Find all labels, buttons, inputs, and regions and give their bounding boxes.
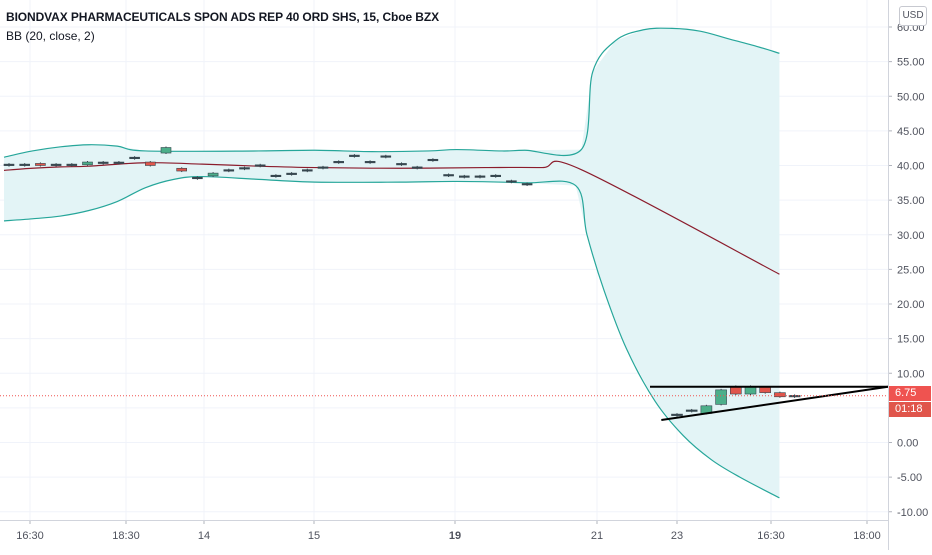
x-tick-label: 19 [449, 530, 461, 542]
y-tick-label: -10.00 [897, 507, 928, 519]
candle-down [490, 174, 502, 177]
candle-down [759, 386, 772, 393]
candle-down [458, 175, 470, 178]
candle-down [270, 174, 282, 177]
candle-down [474, 175, 486, 178]
candle-down [506, 180, 517, 183]
candle-down [521, 183, 533, 186]
x-tick-label: 15 [308, 530, 320, 542]
trendlines[interactable] [650, 385, 889, 421]
x-tick-label: 18:00 [853, 530, 881, 542]
candle-down [113, 161, 125, 164]
candles[interactable] [3, 146, 801, 417]
candle-up [82, 161, 93, 166]
bollinger-band-fill [4, 28, 780, 498]
candle-up [333, 161, 345, 164]
candle-down [97, 161, 109, 164]
candle-down [301, 169, 313, 172]
y-tick-label: 55.00 [897, 57, 925, 69]
x-tick-label: 16:30 [16, 530, 44, 542]
candle-up [715, 389, 727, 405]
last-price-badge: 6.75 [889, 386, 931, 401]
candle-up [66, 163, 78, 166]
candle-down [774, 392, 786, 398]
currency-button[interactable]: USD [899, 6, 927, 26]
bb-basis-line [3, 160, 780, 275]
x-tick-label: 18:30 [112, 530, 140, 542]
y-tick-label: 45.00 [897, 126, 925, 138]
candle-down [254, 164, 266, 167]
y-tick-label: 35.00 [897, 195, 925, 207]
x-tick-label: 14 [198, 530, 210, 542]
bollinger-lines [3, 27, 780, 499]
candle-down [192, 176, 203, 180]
candle-up [207, 172, 219, 177]
candle-up [685, 409, 698, 412]
candle-up [19, 163, 31, 166]
candle-up [380, 155, 392, 158]
candle-down [145, 161, 156, 166]
bb-lower-line [3, 175, 780, 499]
chart-title: BIONDVAX PHARMACEUTICALS SPON ADS REP 40… [6, 10, 439, 24]
candle-down [35, 163, 46, 166]
candle-up [427, 158, 439, 162]
candle-down [239, 167, 250, 170]
x-tick-label: 21 [591, 530, 603, 542]
candle-up [411, 166, 423, 169]
candle-up [317, 166, 329, 169]
y-tick-label: -5.00 [897, 472, 922, 484]
candle-down [3, 163, 15, 166]
y-tick-label: 15.00 [897, 334, 925, 346]
candle-up [160, 147, 172, 154]
candle-down [443, 174, 454, 177]
candle-down [223, 169, 235, 172]
candle-up [396, 163, 407, 166]
candle-up [349, 154, 360, 157]
x-tick-label: 16:30 [757, 530, 785, 542]
candle-down [286, 172, 297, 175]
y-tick-label: 20.00 [897, 299, 925, 311]
candle-up [50, 163, 62, 166]
y-tick-label: 50.00 [897, 91, 925, 103]
y-tick-label: 10.00 [897, 368, 925, 380]
y-tick-label: 0.00 [897, 438, 918, 450]
trendline [661, 385, 889, 421]
candle-down [671, 413, 683, 416]
band-fill-area [4, 28, 780, 498]
candle-down [176, 167, 187, 172]
y-tick-label: 25.00 [897, 264, 925, 276]
indicator-label[interactable]: BB (20, close, 2) [6, 29, 95, 43]
candle-up [364, 161, 376, 164]
x-tick-label: 23 [671, 530, 683, 542]
y-tick-label: 40.00 [897, 161, 925, 173]
countdown-badge: 01:18 [889, 402, 931, 417]
bb-upper-line [3, 27, 780, 158]
y-tick-label: 30.00 [897, 230, 925, 242]
candle-up [129, 156, 140, 159]
